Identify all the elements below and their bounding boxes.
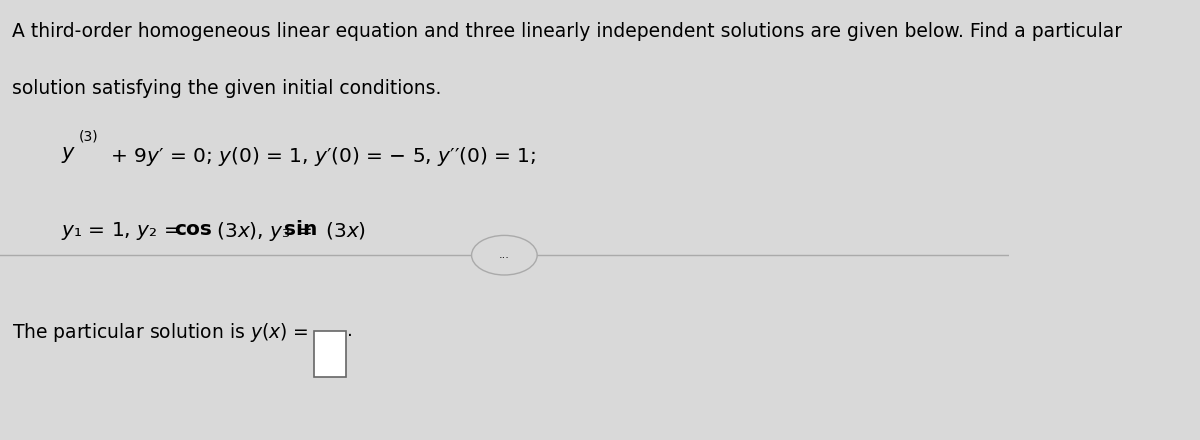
FancyBboxPatch shape	[313, 331, 346, 377]
Text: solution satisfying the given initial conditions.: solution satisfying the given initial co…	[12, 79, 442, 98]
Text: $y$₁ = 1, $y$₂ =: $y$₁ = 1, $y$₂ =	[60, 220, 181, 242]
Text: + 9$y$′ = 0; $y$(0) = 1, $y$′(0) = − 5, $y$′′(0) = 1;: + 9$y$′ = 0; $y$(0) = 1, $y$′(0) = − 5, …	[104, 145, 536, 168]
Text: sin: sin	[284, 220, 318, 239]
Text: A third-order homogeneous linear equation and three linearly independent solutio: A third-order homogeneous linear equatio…	[12, 22, 1122, 41]
Text: ...: ...	[499, 250, 510, 260]
Ellipse shape	[472, 235, 538, 275]
Text: (3$x$), $y$₃ =: (3$x$), $y$₃ =	[210, 220, 314, 243]
Text: The particular solution is $y$($x$) =: The particular solution is $y$($x$) =	[12, 321, 311, 344]
Text: $y$: $y$	[60, 145, 76, 165]
Text: cos: cos	[174, 220, 212, 239]
Text: (3$x$): (3$x$)	[319, 220, 366, 241]
Text: (3): (3)	[79, 130, 98, 144]
Text: .: .	[347, 321, 353, 340]
